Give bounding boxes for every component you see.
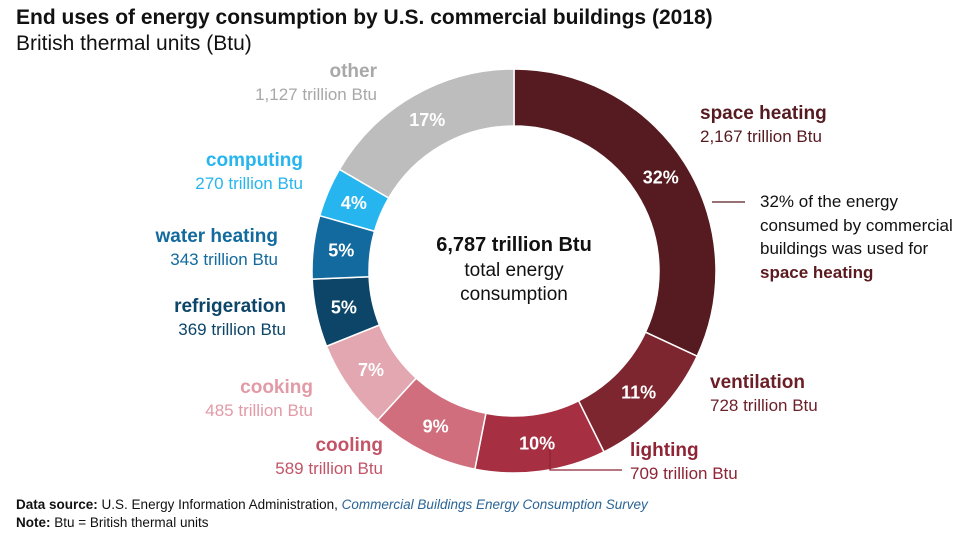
percent-labels: 32% 11% 10% 9% 7% 5% 5% 4% 17%: [328, 110, 679, 453]
percent-label-computing: 4%: [341, 193, 367, 213]
label-connectors: [549, 201, 745, 471]
percent-label-ventilation: 11%: [621, 382, 656, 402]
name-label-water-heating: water heating: [155, 226, 278, 247]
value-label-space-heating: 2,167 trillion Btu: [700, 127, 822, 146]
name-label-cooking: cooking: [240, 377, 313, 398]
source-survey-link[interactable]: Commercial Buildings Energy Consumption …: [341, 497, 648, 512]
center-total-label: 6,787 trillion Btu: [436, 234, 592, 256]
center-sub-label-1: total energy: [464, 260, 564, 281]
percent-label-lighting: 10%: [519, 433, 555, 453]
space-heating-annotation: 32% of the energy consumed by commercial…: [760, 190, 965, 284]
name-label-computing: computing: [206, 150, 303, 171]
note-text: Btu = British thermal units: [54, 515, 209, 530]
percent-label-cooling: 9%: [423, 416, 449, 436]
slice-other: [338, 68, 515, 200]
chart-subtitle: British thermal units (Btu): [16, 32, 252, 55]
source-text: U.S. Energy Information Administration,: [101, 497, 338, 512]
name-label-lighting: lighting: [630, 440, 699, 461]
annotation-highlight: space heating: [760, 262, 874, 282]
value-label-cooling: 589 trillion Btu: [275, 459, 383, 478]
name-label-refrigeration: refrigeration: [174, 296, 286, 317]
value-label-refrigeration: 369 trillion Btu: [178, 320, 286, 339]
slice-space-heating: [513, 68, 717, 358]
center-label: 6,787 trillion Btu total energy consumpt…: [436, 234, 592, 305]
value-label-ventilation: 728 trillion Btu: [710, 396, 818, 415]
percent-label-water-heating: 5%: [328, 240, 354, 260]
percent-label-space-heating: 32%: [643, 167, 679, 187]
percent-label-other: 17%: [409, 110, 445, 130]
name-label-cooling: cooling: [315, 435, 383, 456]
footer-note: Note: Btu = British thermal units: [16, 515, 208, 530]
value-label-computing: 270 trillion Btu: [195, 174, 303, 193]
lighting-label-connector: [549, 443, 622, 471]
value-label-other: 1,127 trillion Btu: [255, 85, 377, 104]
center-sub-label-2: consumption: [460, 284, 568, 305]
name-label-ventilation: ventilation: [710, 372, 805, 393]
donut-slices: [311, 68, 717, 474]
name-label-other: other: [330, 61, 378, 82]
value-label-lighting: 709 trillion Btu: [630, 464, 738, 483]
annotation-text: 32% of the energy consumed by commercial…: [760, 192, 953, 258]
slice-labels: space heating 2,167 trillion Btu ventilati…: [155, 61, 827, 483]
percent-label-refrigeration: 5%: [331, 297, 357, 317]
value-label-cooking: 485 trillion Btu: [205, 401, 313, 420]
note-label: Note:: [16, 515, 51, 530]
value-label-water-heating: 343 trillion Btu: [170, 250, 278, 269]
name-label-space-heating: space heating: [700, 103, 827, 124]
footer-source: Data source: U.S. Energy Information Adm…: [16, 497, 648, 512]
source-label: Data source:: [16, 497, 98, 512]
percent-label-cooking: 7%: [358, 360, 384, 380]
chart-title: End uses of energy consumption by U.S. c…: [16, 6, 713, 29]
